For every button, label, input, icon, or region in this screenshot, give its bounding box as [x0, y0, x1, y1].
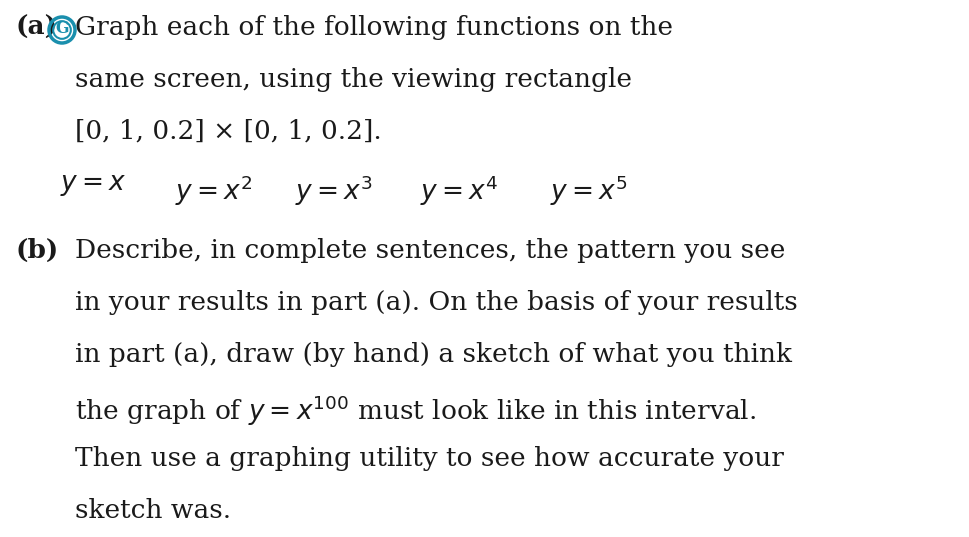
Text: Then use a graphing utility to see how accurate your: Then use a graphing utility to see how a… [75, 446, 783, 471]
Text: (b): (b) [15, 238, 58, 263]
Text: the graph of $y = x^{100}$ must look like in this interval.: the graph of $y = x^{100}$ must look lik… [75, 394, 755, 429]
Text: $y = x^2$: $y = x^2$ [174, 173, 252, 207]
Text: $y = x^4$: $y = x^4$ [420, 173, 498, 207]
Text: [0, 1, 0.2] × [0, 1, 0.2].: [0, 1, 0.2] × [0, 1, 0.2]. [75, 119, 382, 144]
Text: G: G [55, 20, 69, 37]
Text: (a): (a) [15, 15, 57, 40]
Text: in your results in part (a). On the basis of your results: in your results in part (a). On the basi… [75, 290, 797, 315]
Text: same screen, using the viewing rectangle: same screen, using the viewing rectangle [75, 67, 632, 92]
Text: Graph each of the following functions on the: Graph each of the following functions on… [75, 15, 672, 40]
Text: $y = x^5$: $y = x^5$ [549, 173, 627, 207]
Text: $y = x^3$: $y = x^3$ [295, 173, 372, 207]
Text: sketch was.: sketch was. [75, 498, 231, 523]
Text: $y = x$: $y = x$ [60, 173, 126, 198]
Text: Describe, in complete sentences, the pattern you see: Describe, in complete sentences, the pat… [75, 238, 785, 263]
Text: in part (a), draw (by hand) a sketch of what you think: in part (a), draw (by hand) a sketch of … [75, 342, 791, 367]
